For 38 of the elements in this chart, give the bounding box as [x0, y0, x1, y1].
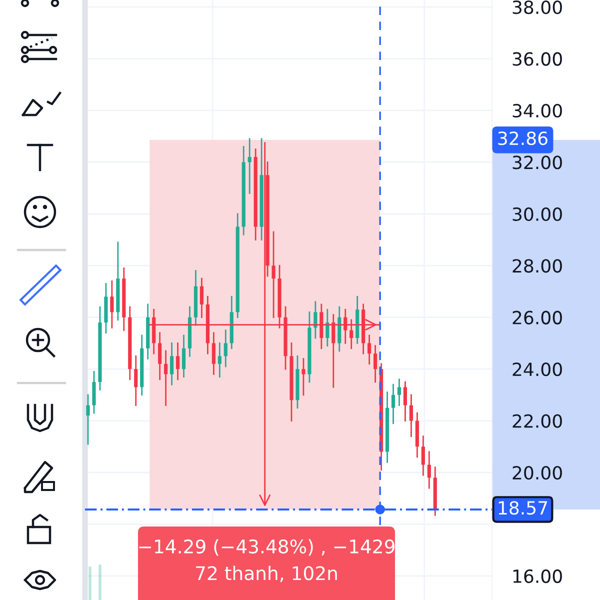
candlestick [421, 436, 425, 476]
candlestick [391, 384, 396, 424]
candlestick [200, 278, 204, 318]
y-tick-label: 30.00 [512, 207, 562, 221]
candlestick [218, 342, 222, 378]
candlestick [176, 342, 180, 380]
y-tick-label: 38.00 [512, 0, 562, 14]
y-tick-label: 20.00 [512, 466, 562, 480]
candlestick [409, 394, 413, 437]
candlestick [302, 358, 306, 396]
y-tick-label: 28.00 [512, 259, 562, 273]
ref-line-label: 18.57 [498, 501, 548, 515]
candlestick [248, 138, 252, 194]
candlestick [224, 330, 228, 368]
band-label: 32.86 [498, 131, 548, 146]
candlestick [373, 345, 378, 383]
candlestick [397, 378, 402, 406]
candlestick [92, 370, 96, 414]
candlestick [427, 451, 431, 489]
candlestick [110, 280, 114, 328]
candlestick [158, 332, 162, 380]
y-tick-label: 34.00 [512, 104, 562, 118]
candlestick [86, 394, 90, 445]
candlestick [170, 342, 174, 386]
candlestick [403, 381, 408, 422]
y-tick-label: 22.00 [512, 414, 562, 428]
candlestick [272, 231, 276, 318]
y-tick-label: 26.00 [512, 310, 562, 324]
candlestick [368, 334, 372, 365]
candlestick [182, 334, 186, 378]
candlestick [134, 355, 138, 406]
y-tick-label: 24.00 [512, 362, 562, 376]
y-tick-label: 16.00 [513, 569, 562, 584]
annotation: −14.29 (−43.48%) , −1429 72 thanh, 102n [139, 539, 394, 582]
y-tick-label: 32.00 [512, 156, 562, 170]
y-tick-label: 36.00 [512, 52, 562, 66]
candlestick [212, 332, 216, 375]
candlestick [164, 350, 168, 406]
